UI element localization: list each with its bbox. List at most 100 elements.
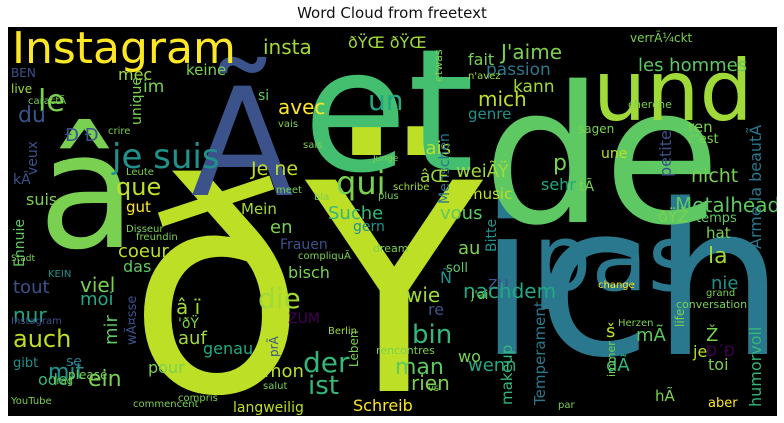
cloud-word: der [303,346,350,379]
cloud-word: makeup [498,344,516,405]
cloud-word: rencontres [376,344,435,357]
cloud-word: Ð Ð [65,125,99,146]
cloud-word: nie [711,273,739,294]
cloud-word: par [558,400,575,411]
cloud-word: rien [411,371,450,395]
cloud-word: vs [428,383,440,394]
cloud-word: Berlin [328,326,358,337]
cloud-word: caractÃ [28,96,67,107]
cloud-word: langweilig [233,400,304,416]
cloud-word: je [693,342,708,361]
cloud-word: ist [308,371,339,401]
cloud-word: vous [440,203,483,224]
cloud-word: p [553,151,567,176]
cloud-word: du [18,103,46,128]
cloud-word: â [38,98,137,285]
cloud-word: hat [706,224,731,242]
cloud-word: etwas [432,49,445,82]
cloud-word: une [601,146,628,162]
cloud-word: wÃ¤sse [125,295,140,345]
cloud-word: au [458,238,481,259]
cloud-word: nicht [691,165,739,187]
cloud-word: le [38,84,65,119]
cloud-word: fait [468,50,495,69]
cloud-word: ðŸŽ [658,207,689,226]
cloud-word: Junge [373,154,399,164]
cloud-word: je suis [112,137,220,177]
cloud-word: bin [412,320,453,350]
cloud-word: si [258,88,270,104]
cloud-word: unique [129,76,145,125]
cloud-word: hÃ [655,387,675,405]
cloud-word: j'ai [471,288,489,302]
cloud-word: c'est [688,132,719,147]
cloud-word: nur [13,303,47,327]
cloud-word: Ñ [440,268,452,287]
cloud-word: Arme la beautÃ [746,124,765,249]
cloud-word: das [123,257,152,276]
cloud-word: Schreib [353,396,413,415]
cloud-word: ðŸŒ ðŸŒ [348,33,427,52]
cloud-word: compliquÃ [298,251,351,262]
cloud-word: Temperament [531,301,549,405]
cloud-word: š [606,321,616,342]
cloud-word: freundin [136,232,178,243]
cloud-word: en [270,217,293,238]
cloud-word: meet [276,185,302,196]
cloud-word: n'avez [468,71,501,82]
cloud-word: temps [696,211,737,226]
cloud-word: tÃ [579,179,595,195]
cloud-word: passion [486,60,551,80]
cloud-word: soll [446,261,468,276]
cloud-word: keine [186,61,227,79]
cloud-word: J'aime [501,40,562,64]
cloud-word: Frauen [280,237,328,253]
cloud-word: toi [708,355,729,374]
word-cloud-title: Word Cloud from freetext [297,4,487,22]
cloud-word: veux [25,140,41,175]
cloud-word: wie [406,283,441,307]
cloud-word: que [116,173,162,201]
cloud-word: please [68,368,108,382]
cloud-word: dÃ [606,355,630,376]
cloud-word: Ž [706,325,719,346]
cloud-word: im [143,77,165,97]
cloud-word: Disseur [126,224,164,235]
cloud-word: gern [353,219,385,235]
cloud-word: BEN [11,66,36,80]
cloud-word: Herzen [618,318,654,329]
cloud-word: nachdem [463,279,557,303]
cloud-word: kann [513,77,555,97]
cloud-word: Stadt [11,254,35,264]
cloud-word: de [483,46,721,267]
cloud-word: live [11,82,33,96]
cloud-word: sehr [541,175,576,194]
cloud-word: zu [488,273,509,294]
cloud-word: Je ne [251,158,299,180]
cloud-word: frag [53,376,74,387]
cloud-word: weiÃŸ [456,161,509,182]
cloud-word: la [708,244,728,269]
cloud-word: ðŸ [128,123,483,417]
cloud-word: auf [178,328,207,349]
cloud-word: change [598,280,635,291]
cloud-word: moi [80,289,114,310]
cloud-word: life [673,308,687,327]
cloud-word: dream [373,242,409,255]
cloud-word: oder [38,370,75,389]
cloud-word: petite [656,130,675,177]
cloud-word: genau [203,339,254,358]
cloud-word: â ï [176,295,201,319]
cloud-word: die [258,282,301,315]
cloud-word: wo [458,347,481,366]
cloud-word: mec [118,65,153,84]
cloud-word: genre [468,105,512,123]
cloud-word: insta [263,35,312,59]
cloud-word: KEIN [48,269,72,280]
cloud-word: coeur [118,241,169,262]
cloud-word: 'ðŸ [178,316,199,332]
cloud-word: aber [708,396,738,411]
cloud-word: sagen [578,122,615,136]
cloud-word: se [66,354,82,370]
